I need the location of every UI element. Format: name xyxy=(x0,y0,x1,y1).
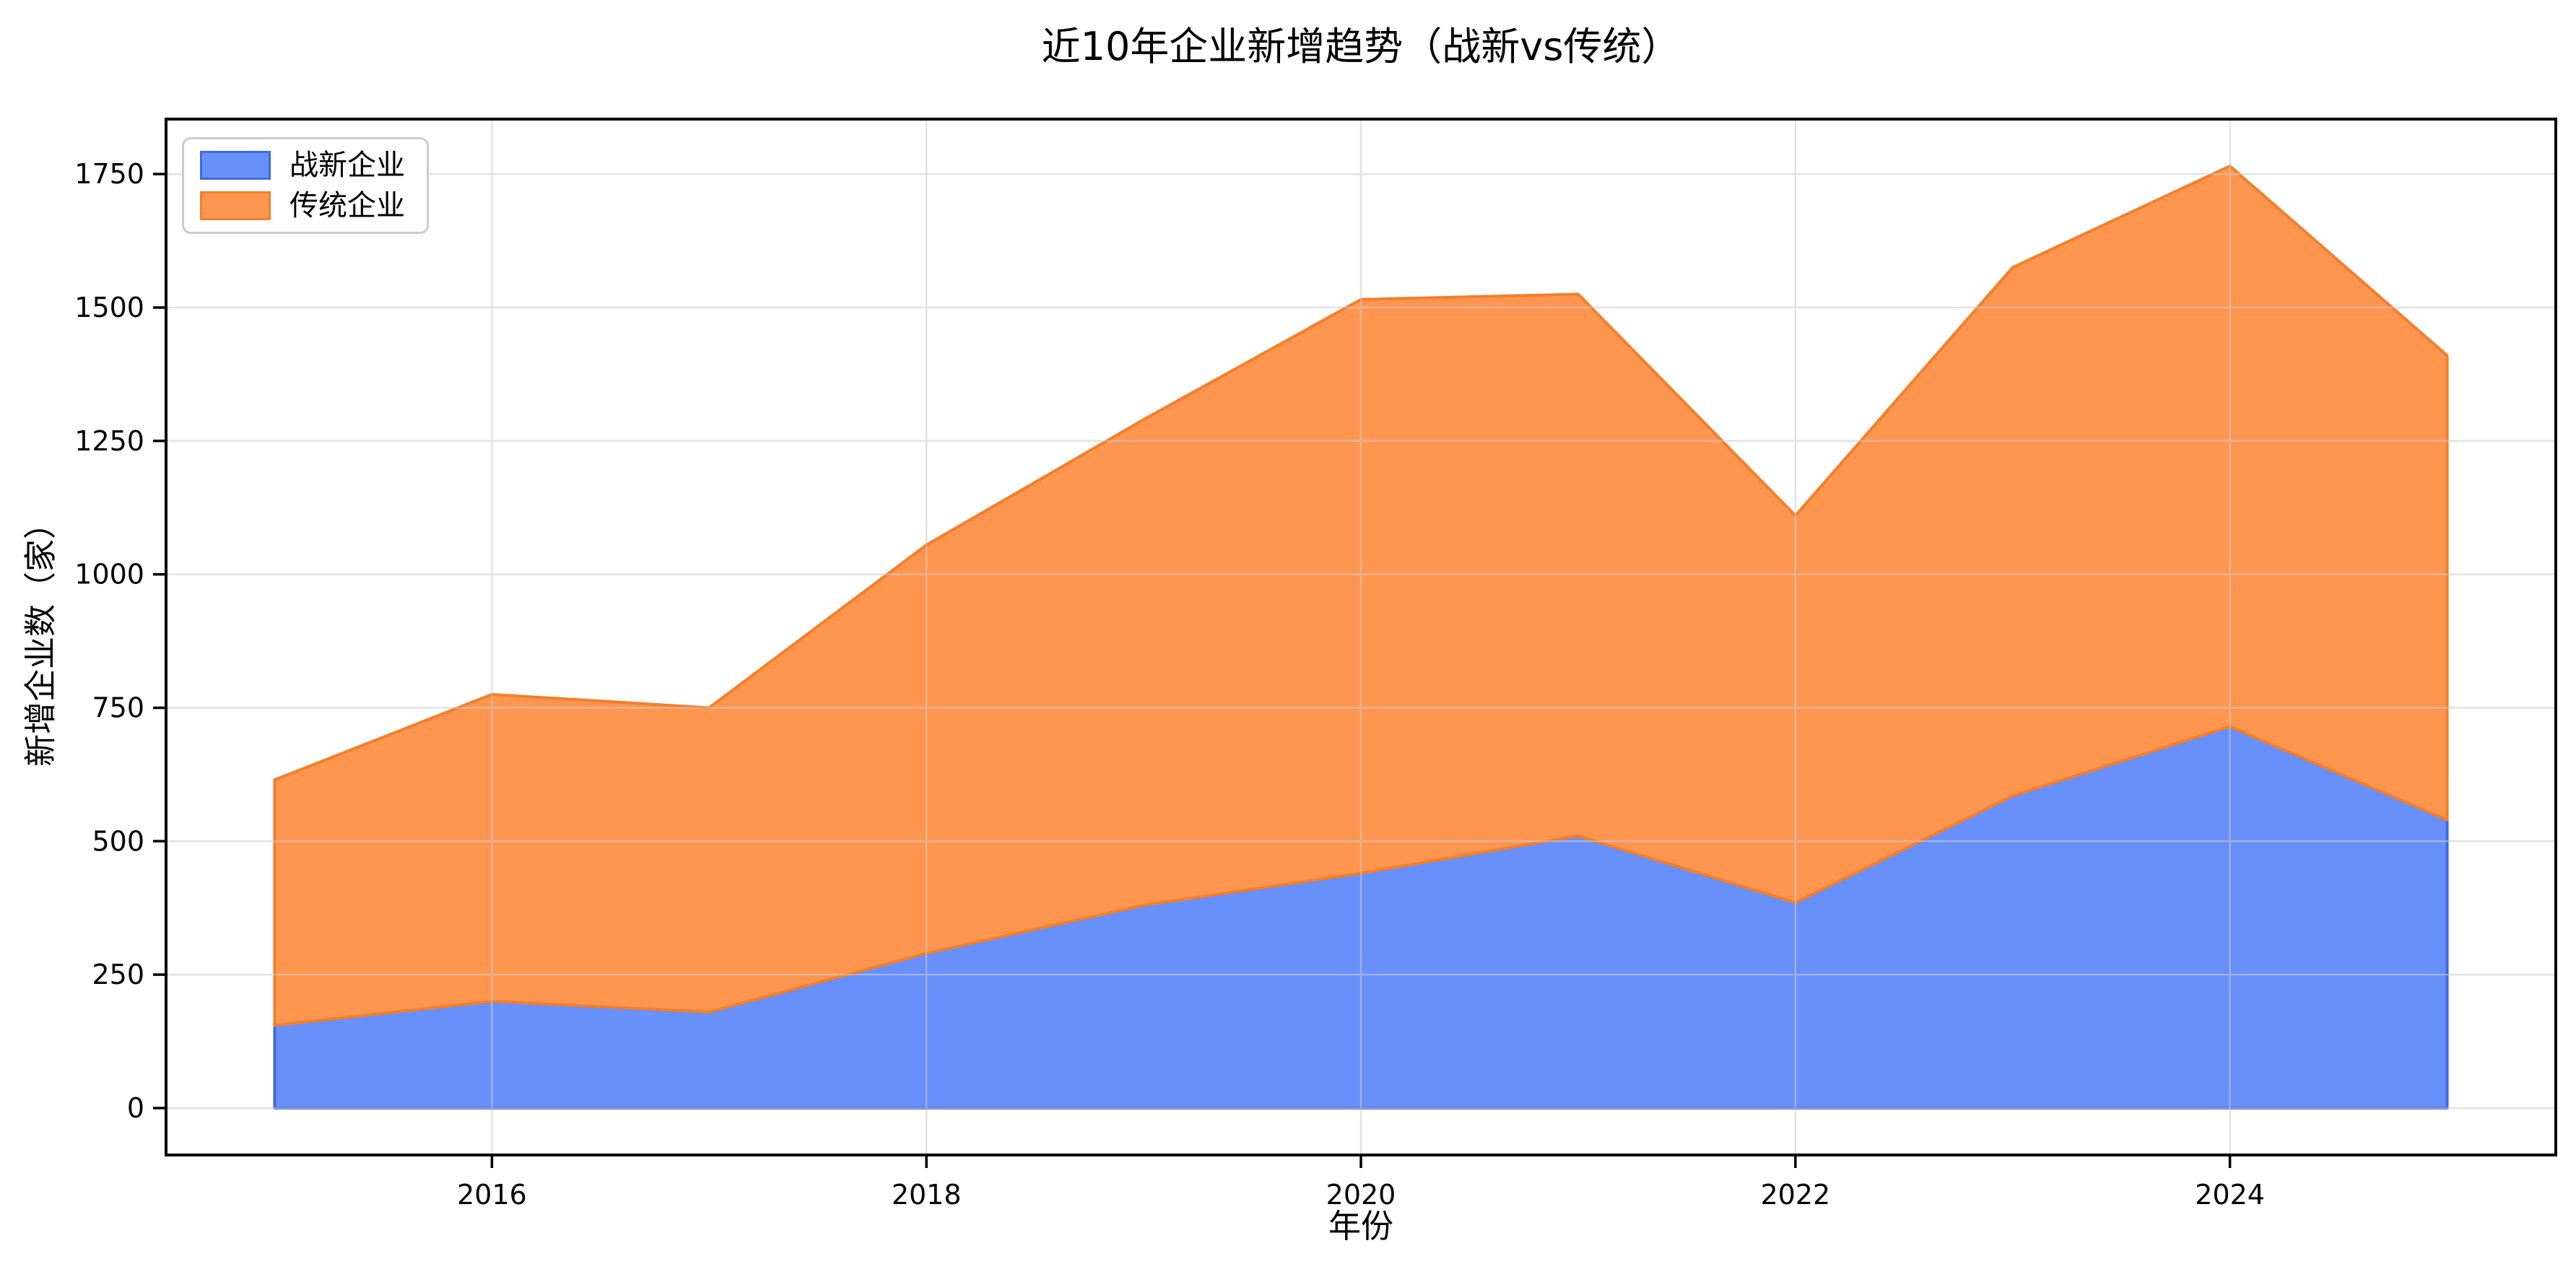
x-axis-label: 年份 xyxy=(1328,1207,1393,1245)
y-tick-label: 0 xyxy=(127,1092,144,1124)
y-tick-label: 1000 xyxy=(74,559,144,590)
legend-item-traditional: 传统企业 xyxy=(200,191,405,220)
y-tick-label: 1250 xyxy=(74,425,144,457)
y-tick-label: 1500 xyxy=(74,292,144,323)
tick-marks xyxy=(153,173,2232,1168)
x-tick-label: 2024 xyxy=(2195,1179,2265,1211)
y-tick-label: 500 xyxy=(92,825,144,857)
x-tick-label: 2018 xyxy=(892,1179,962,1211)
legend: 战新企业 传统企业 xyxy=(182,137,429,234)
chart-title: 近10年企业新增趋势（战新vs传统） xyxy=(1041,24,1681,69)
x-tick-labels: 2016 2018 2020 2022 2024 xyxy=(457,1179,2265,1211)
y-axis-label: 新增企业数（家） xyxy=(21,506,60,767)
x-tick-label: 2016 xyxy=(457,1179,527,1211)
legend-swatch-strategic-icon xyxy=(200,151,271,180)
y-tick-labels: 0 250 500 750 1000 1250 1500 1750 xyxy=(74,158,144,1124)
legend-label-strategic: 战新企业 xyxy=(290,149,405,182)
axes-frame xyxy=(165,118,2557,1156)
legend-swatch-traditional-icon xyxy=(200,191,271,220)
y-tick-label: 250 xyxy=(92,959,144,990)
legend-label-traditional: 传统企业 xyxy=(290,189,405,222)
legend-item-strategic: 战新企业 xyxy=(200,151,405,180)
x-tick-label: 2020 xyxy=(1326,1179,1396,1211)
y-tick-label: 750 xyxy=(92,692,144,723)
x-tick-label: 2022 xyxy=(1760,1179,1830,1211)
y-tick-label: 1750 xyxy=(74,158,144,190)
gridlines xyxy=(166,119,2556,1155)
